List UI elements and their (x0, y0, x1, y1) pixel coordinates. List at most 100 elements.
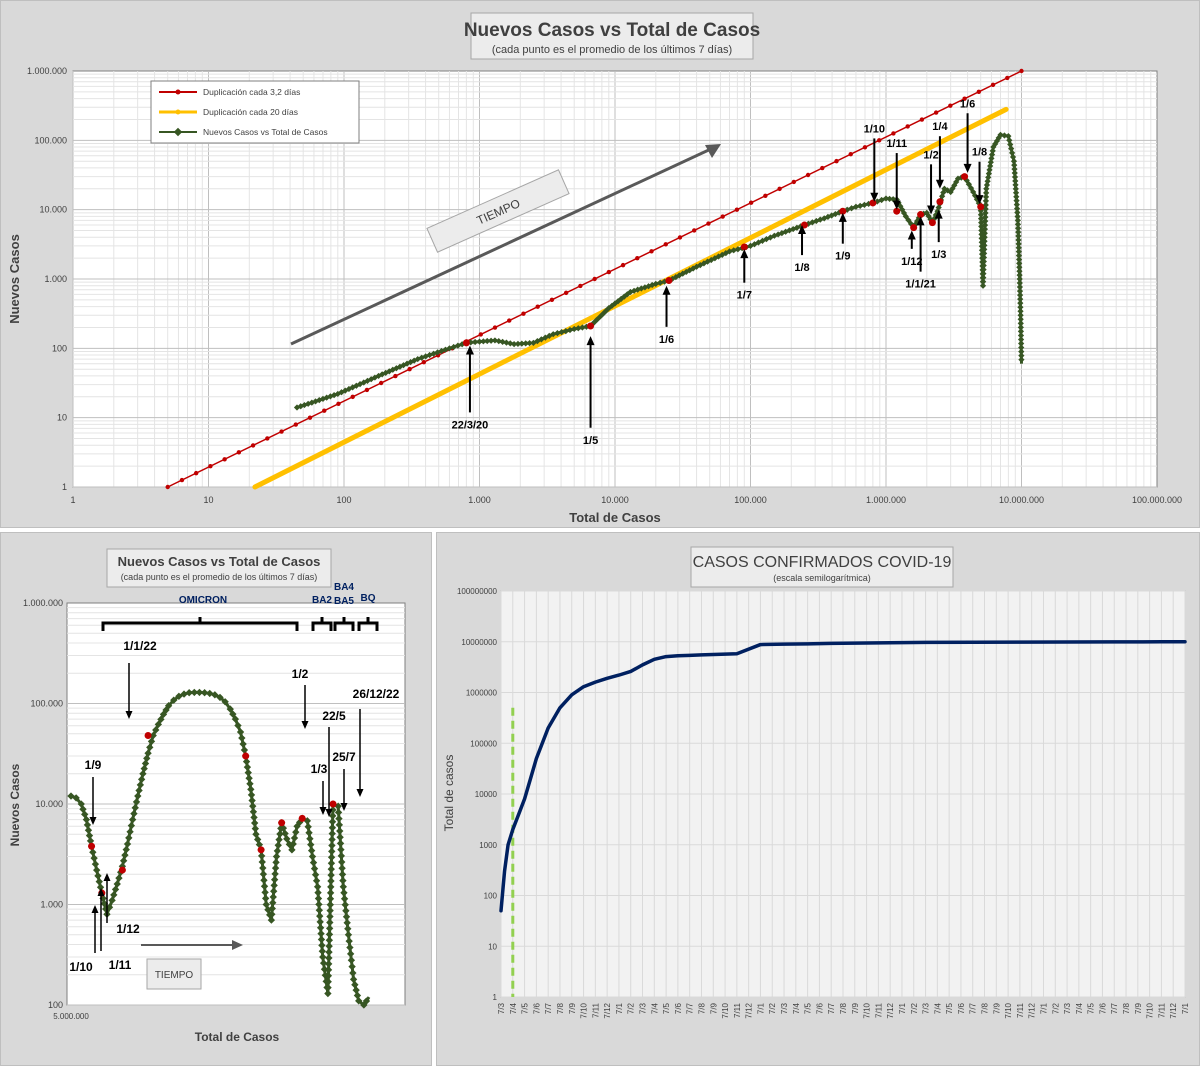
y-axis-label: Total de casos (442, 755, 456, 832)
data-point (279, 429, 284, 434)
data-point (170, 696, 178, 704)
x-tick-label: 7/1 (898, 1002, 907, 1014)
highlight-point (298, 814, 306, 822)
x-tick-label: 10 (203, 495, 213, 505)
y-tick-label: 100.000 (30, 699, 63, 709)
data-point (134, 792, 142, 800)
data-point (271, 870, 279, 878)
data-point (259, 870, 268, 878)
x-tick-label: 7/12 (886, 1002, 895, 1018)
annotation-arrowhead (586, 336, 595, 346)
x-tick-label: 7/7 (686, 1002, 695, 1014)
chart-subtitle: (escala semilogarítmica) (773, 573, 871, 583)
data-point (211, 691, 219, 699)
annotation-label: 1/4 (932, 121, 948, 133)
data-point (327, 865, 335, 873)
data-point (100, 899, 109, 908)
data-point (247, 791, 256, 799)
x-tick-label: 7/2 (1051, 1002, 1060, 1014)
data-point (362, 997, 371, 1005)
x-tick-label: 7/7 (969, 1002, 978, 1014)
x-tick-label: 7/11 (591, 1002, 600, 1018)
data-point (1017, 316, 1024, 323)
tiempo-box (146, 958, 202, 990)
data-point (335, 821, 344, 829)
y-tick-label: 100000 (470, 739, 497, 748)
data-point (315, 900, 323, 909)
x-tick-label: 7/2 (910, 1002, 919, 1014)
x-tick-label: 7/9 (568, 1002, 577, 1014)
data-point (326, 906, 334, 915)
data-point (273, 847, 282, 855)
annotation-arrowhead (301, 721, 309, 729)
annotation-label: 1/1/22 (123, 639, 157, 653)
data-point (933, 110, 939, 115)
annotation-arrowhead (465, 345, 474, 355)
chart-title: Nuevos Casos vs Total de Casos (464, 20, 760, 41)
data-point (805, 172, 811, 178)
data-point (535, 304, 540, 309)
data-point (318, 941, 326, 950)
time-arrow (290, 144, 721, 346)
data-point (763, 193, 768, 198)
data-point (307, 415, 313, 420)
y-tick-label: 10.000 (35, 799, 63, 809)
data-point (328, 824, 337, 832)
data-point (247, 785, 255, 793)
y-tick-label: 10.000 (39, 205, 67, 215)
data-point (304, 823, 312, 831)
annotation-label: 1/12 (116, 922, 140, 936)
data-point (231, 715, 240, 723)
data-point (260, 882, 269, 890)
data-point (270, 881, 278, 890)
annotation-arrowhead (963, 163, 972, 173)
time-arrow (141, 940, 243, 950)
data-point (393, 373, 398, 379)
data-point (275, 835, 283, 844)
x-tick-label: 7/8 (981, 1002, 990, 1014)
data-point (314, 894, 323, 903)
x-tick-label: 7/6 (1098, 1002, 1107, 1014)
legend-entry: Nuevos Casos vs Total de Casos (203, 127, 328, 137)
data-point (1015, 252, 1023, 259)
annotation-arrowhead (907, 230, 916, 240)
data-point (352, 986, 360, 994)
x-tick-label: 7/11 (733, 1002, 742, 1018)
annotation-arrowhead (975, 195, 984, 205)
x-tick-label: 7/10 (1004, 1002, 1013, 1018)
x-tick-label: 7/6 (674, 1002, 683, 1014)
bracket-label: BA4 (334, 582, 354, 593)
data-point (990, 82, 996, 88)
highlight-point (329, 800, 337, 808)
data-point (317, 929, 325, 938)
highlight-point (961, 173, 969, 181)
data-point (326, 889, 335, 897)
data-point (289, 840, 297, 848)
data-point (554, 330, 561, 337)
y-tick-label: 1 (62, 482, 67, 492)
x-axis-label: Total de Casos (569, 510, 661, 525)
data-point (314, 888, 322, 897)
annotation-label: 1/10 (864, 123, 885, 135)
data-point (478, 332, 483, 337)
data-point (1016, 268, 1023, 275)
x-tick-label: 7/11 (874, 1002, 883, 1018)
x-tick-label: 7/4 (1075, 1002, 1084, 1014)
data-point (269, 893, 277, 901)
data-point (248, 796, 256, 805)
data-point (480, 338, 487, 345)
annotation-label: 1/12 (901, 256, 922, 268)
data-point (364, 387, 370, 393)
annotation-arrowhead (740, 249, 749, 259)
data-point (290, 834, 299, 842)
data-point (272, 858, 280, 867)
x-tick-label: 7/12 (1169, 1002, 1178, 1018)
data-point (165, 484, 170, 490)
title-box (106, 548, 332, 588)
chart-bottom-left-svg: Nuevos Casos vs Total de Casos (cada pun… (8, 548, 406, 1044)
annotation-label: 1/11 (886, 138, 907, 150)
data-point (341, 901, 349, 909)
annotation-arrowhead (892, 200, 901, 210)
data-point (325, 936, 334, 944)
x-tick-label: 10.000 (601, 495, 629, 505)
